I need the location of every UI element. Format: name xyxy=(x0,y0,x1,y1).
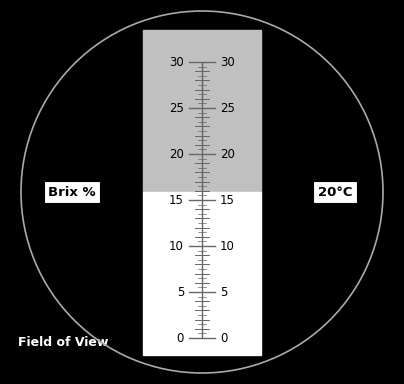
Text: 20°C: 20°C xyxy=(318,185,352,199)
Text: 20: 20 xyxy=(169,147,184,161)
Text: 5: 5 xyxy=(177,285,184,298)
Text: Brix %: Brix % xyxy=(48,185,96,199)
Text: 25: 25 xyxy=(220,101,235,114)
Text: 20: 20 xyxy=(220,147,235,161)
Text: 25: 25 xyxy=(169,101,184,114)
Text: Field of View: Field of View xyxy=(18,336,108,349)
Text: 10: 10 xyxy=(169,240,184,253)
Text: 0: 0 xyxy=(220,331,227,344)
Text: 0: 0 xyxy=(177,331,184,344)
Text: 30: 30 xyxy=(220,56,235,68)
Text: 10: 10 xyxy=(220,240,235,253)
Bar xyxy=(143,30,261,192)
Text: 30: 30 xyxy=(169,56,184,68)
Text: 15: 15 xyxy=(169,194,184,207)
Text: 15: 15 xyxy=(220,194,235,207)
Text: 5: 5 xyxy=(220,285,227,298)
Bar xyxy=(143,192,261,355)
